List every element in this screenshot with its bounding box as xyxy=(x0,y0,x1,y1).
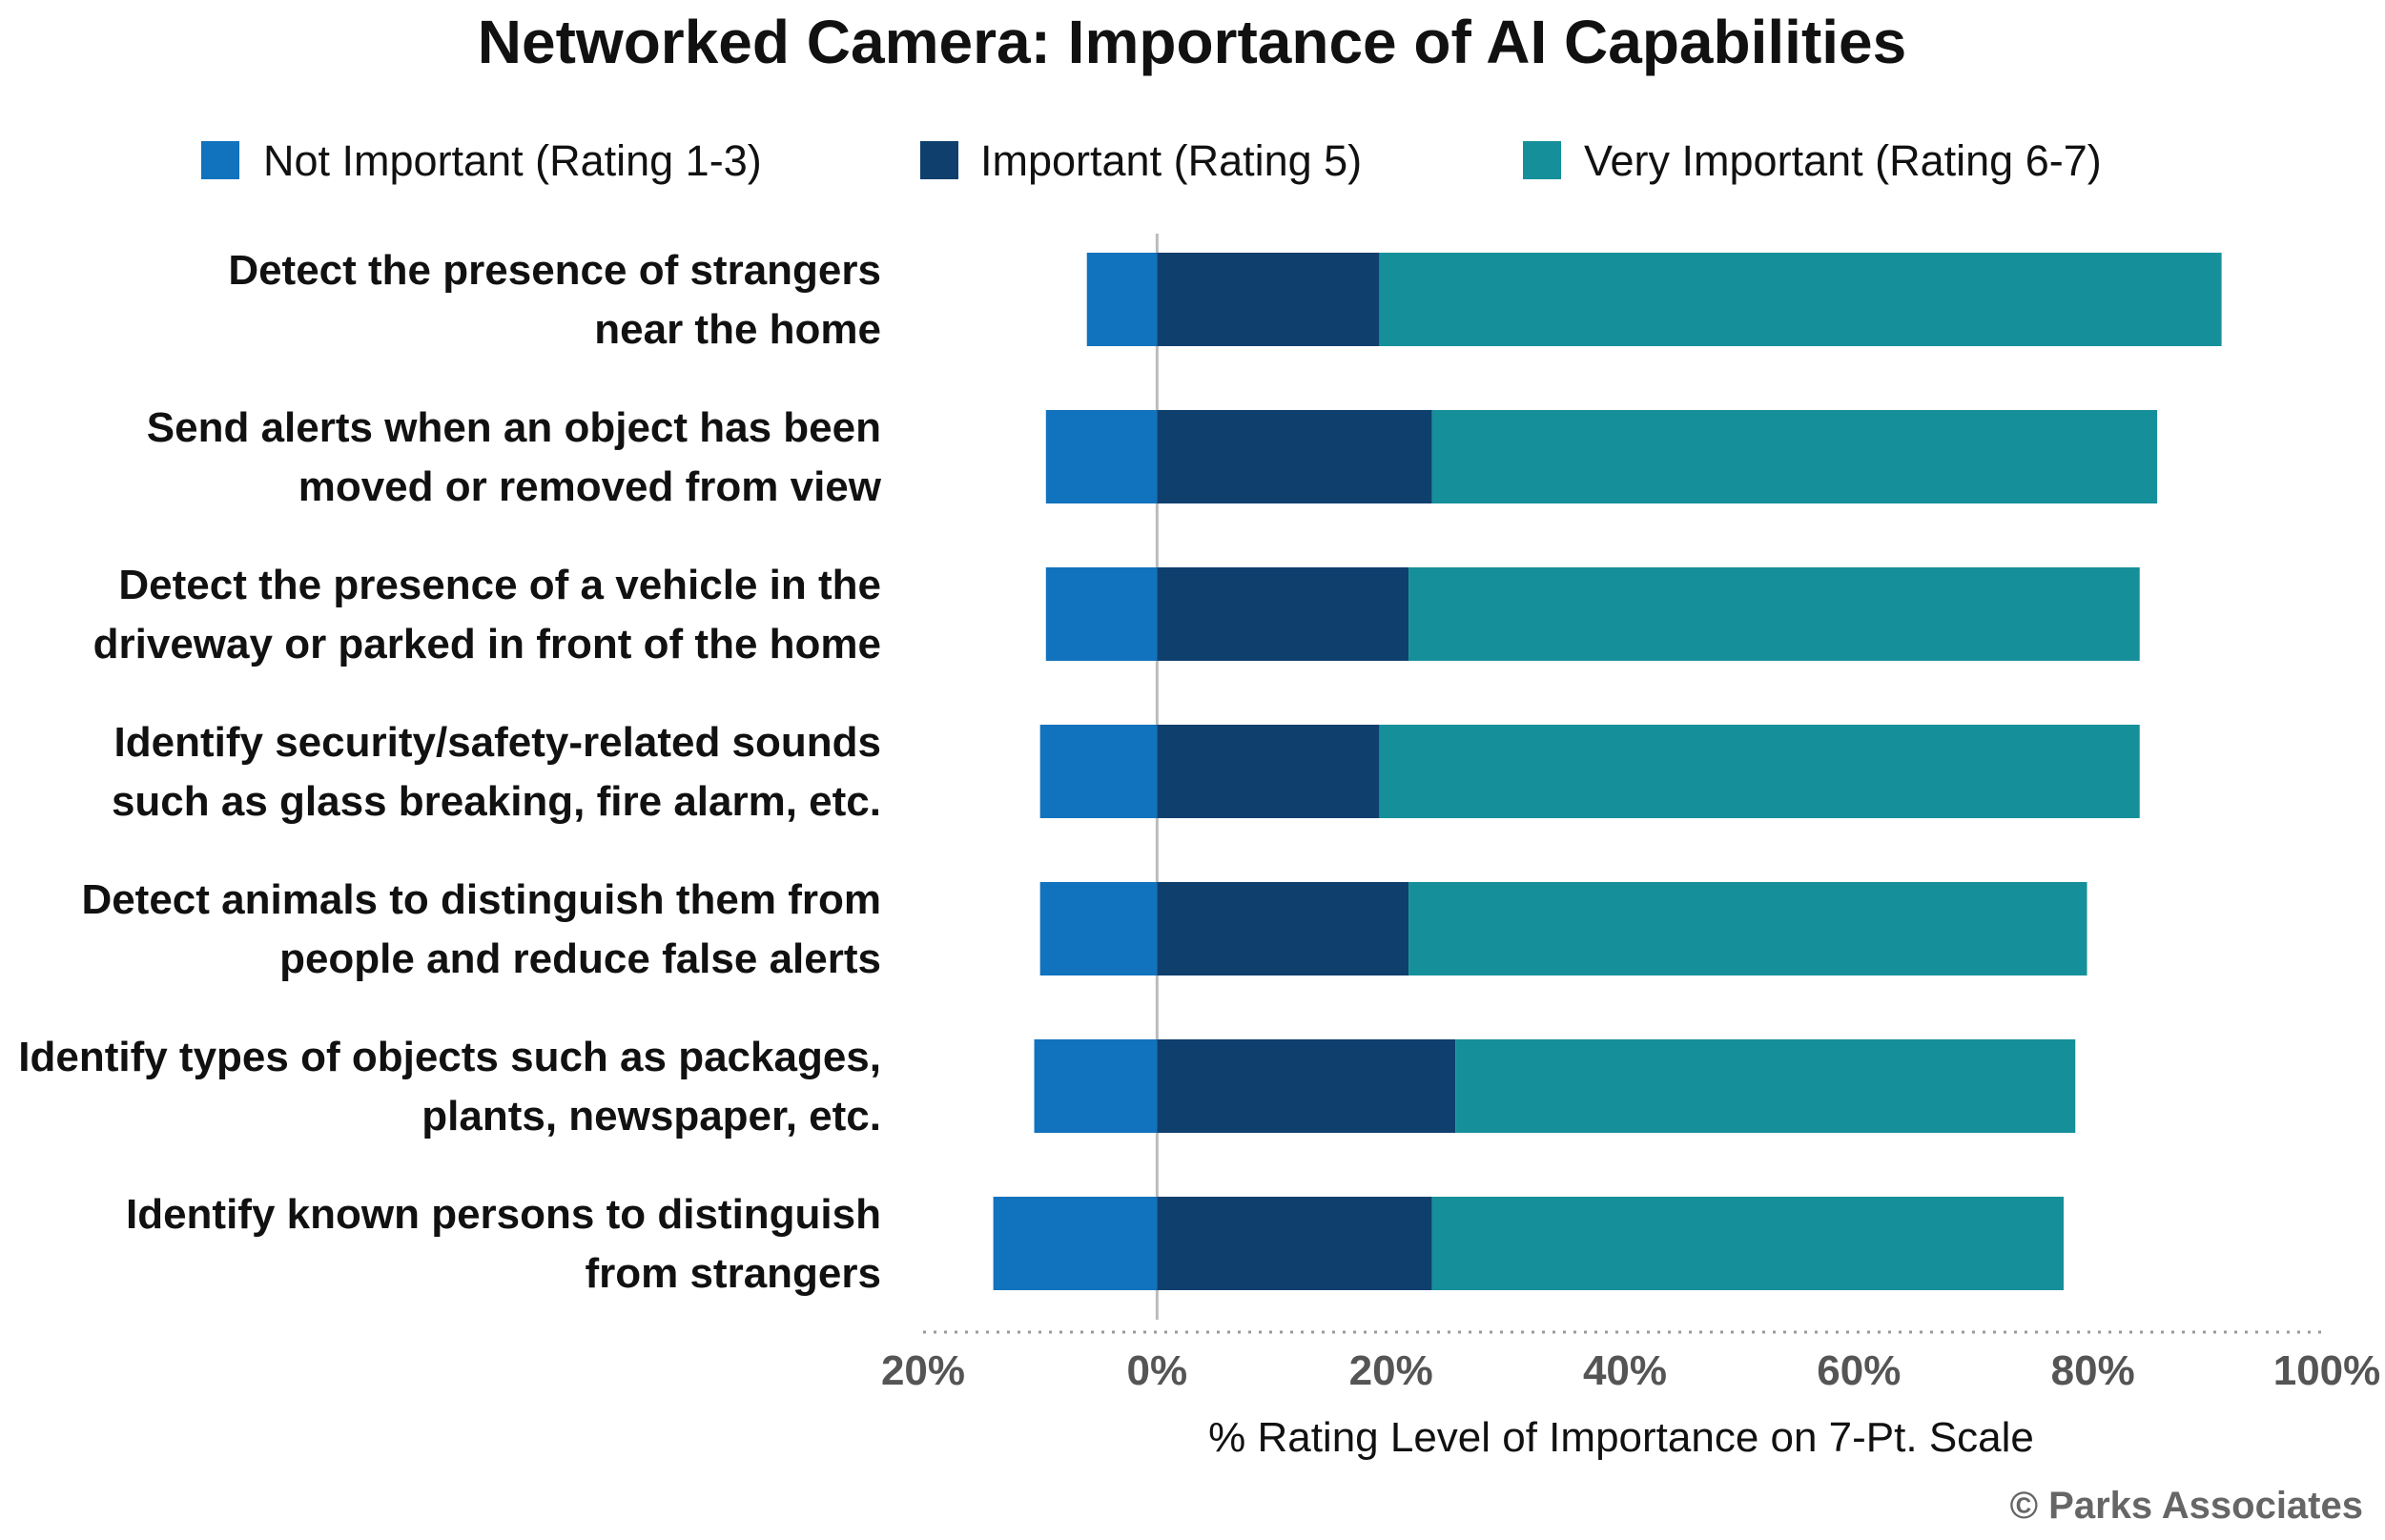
bar-segment-row4-series2 xyxy=(1157,725,1380,818)
bar-segment-row1-series2 xyxy=(1157,253,1380,346)
chart-title: Networked Camera: Importance of AI Capab… xyxy=(478,8,1906,76)
category-label-6-line-2: plants, newspaper, etc. xyxy=(421,1093,881,1140)
category-labels: Detect the presence of strangers near the… xyxy=(18,247,882,1297)
legend: Not Important (Rating 1-3) Important (Rat… xyxy=(201,136,2102,185)
category-label-3-line-1: Detect the presence of a vehicle in the xyxy=(118,562,881,608)
x-tick-label-1: 20% xyxy=(881,1347,965,1394)
legend-label-1: Not Important (Rating 1-3) xyxy=(263,136,762,185)
category-label-4-line-2: such as glass breaking, fire alarm, etc. xyxy=(112,778,881,825)
category-label-2-line-1: Send alerts when an object has been xyxy=(147,404,881,451)
x-tick-label-5: 60% xyxy=(1817,1347,1901,1394)
bar-segment-row2-series1 xyxy=(1045,410,1158,503)
bar-segment-row1-series3 xyxy=(1379,253,2222,346)
x-tick-label-7: 100% xyxy=(2273,1347,2381,1394)
bar-segment-row6-series2 xyxy=(1157,1039,1456,1133)
x-tick-label-6: 80% xyxy=(2051,1347,2135,1394)
bar-segment-row6-series1 xyxy=(1034,1039,1158,1133)
bar-segment-row5-series1 xyxy=(1039,882,1158,975)
category-label-1-line-2: near the home xyxy=(594,306,881,353)
bars xyxy=(993,253,2222,1290)
bar-segment-row7-series2 xyxy=(1157,1197,1432,1290)
legend-swatch-1 xyxy=(201,141,239,179)
x-tick-labels: 20% 0% 20% 40% 60% 80% 100% xyxy=(881,1347,2380,1394)
x-axis-title: % Rating Level of Importance on 7-Pt. Sc… xyxy=(1208,1414,2034,1461)
category-label-5-line-2: people and reduce false alerts xyxy=(279,935,881,982)
bar-segment-row4-series3 xyxy=(1379,725,2140,818)
category-label-5-line-1: Detect animals to distinguish them from xyxy=(81,876,881,923)
bar-segment-row4-series1 xyxy=(1039,725,1158,818)
bar-segment-row3-series3 xyxy=(1408,567,2140,661)
legend-label-2: Important (Rating 5) xyxy=(980,136,1362,185)
x-tick-label-4: 40% xyxy=(1583,1347,1667,1394)
bar-segment-row2-series2 xyxy=(1157,410,1432,503)
bar-segment-row3-series2 xyxy=(1157,567,1409,661)
bar-segment-row6-series3 xyxy=(1455,1039,2076,1133)
legend-swatch-2 xyxy=(920,141,958,179)
category-label-7-line-1: Identify known persons to distinguish xyxy=(126,1191,881,1238)
bar-segment-row2-series3 xyxy=(1431,410,2158,503)
bar-segment-row7-series1 xyxy=(993,1197,1158,1290)
bar-segment-row5-series3 xyxy=(1408,882,2087,975)
category-label-6-line-1: Identify types of objects such as packag… xyxy=(18,1034,881,1080)
x-tick-label-3: 20% xyxy=(1349,1347,1433,1394)
category-label-3-line-2: driveway or parked in front of the home xyxy=(93,621,881,667)
category-label-7-line-2: from strangers xyxy=(585,1250,881,1297)
category-label-4-line-1: Identify security/safety-related sounds xyxy=(114,719,881,766)
category-label-1-line-1: Detect the presence of strangers xyxy=(228,247,881,294)
x-tick-label-2: 0% xyxy=(1127,1347,1188,1394)
bar-segment-row1-series1 xyxy=(1086,253,1158,346)
category-label-2-line-2: moved or removed from view xyxy=(298,463,882,510)
legend-swatch-3 xyxy=(1523,141,1561,179)
credit-text: © Parks Associates xyxy=(2010,1485,2363,1527)
bar-segment-row3-series1 xyxy=(1045,567,1158,661)
bar-segment-row7-series3 xyxy=(1431,1197,2064,1290)
legend-label-3: Very Important (Rating 6-7) xyxy=(1584,136,2102,185)
bar-segment-row5-series2 xyxy=(1157,882,1409,975)
